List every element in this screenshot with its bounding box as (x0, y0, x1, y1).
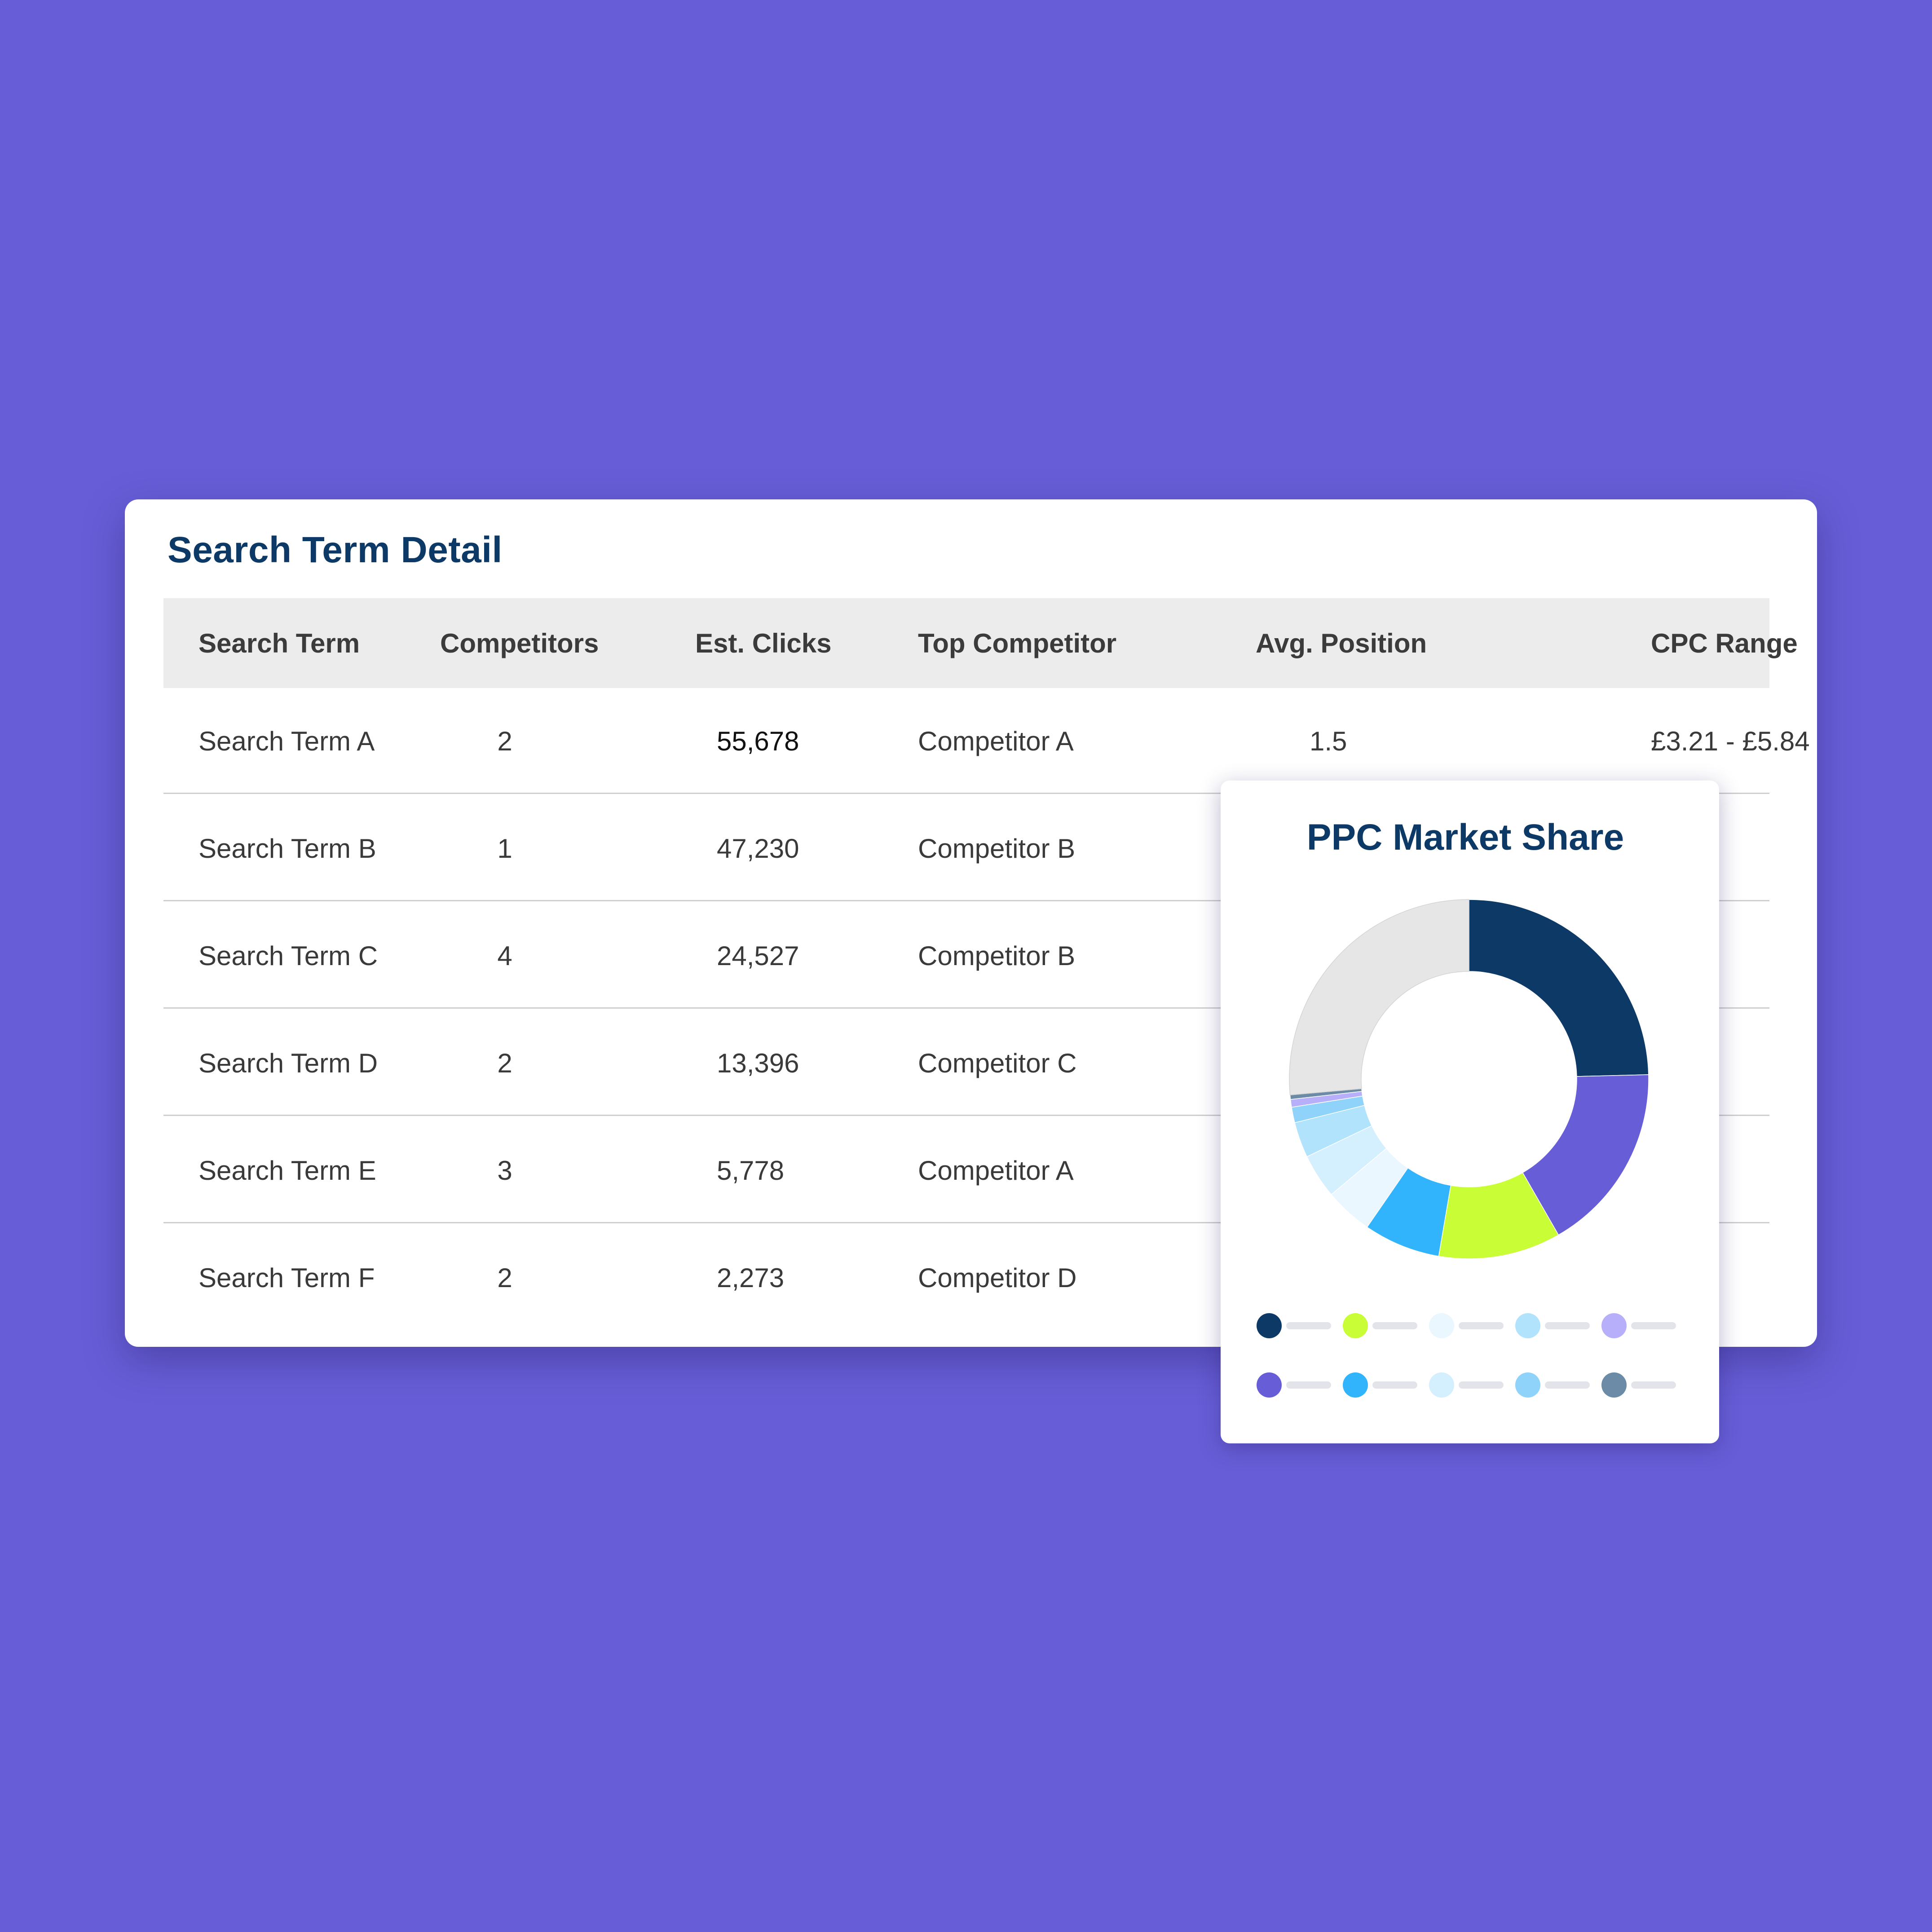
legend-label-placeholder (1459, 1322, 1504, 1329)
legend-label-placeholder (1631, 1322, 1676, 1329)
table-row[interactable]: Search Term B 1 47,230 Competitor B (163, 795, 1769, 901)
legend-color-dot (1601, 1372, 1627, 1398)
legend-label-placeholder (1286, 1322, 1331, 1329)
legend-color-dot (1257, 1372, 1282, 1398)
market-share-donut-chart (1289, 899, 1649, 1259)
legend-item[interactable] (1601, 1312, 1688, 1339)
cell-top-competitor: Competitor A (918, 726, 1074, 756)
legend-item[interactable] (1601, 1372, 1688, 1398)
cell-cpc-range: £3.21 - £5.84 (1651, 726, 1810, 756)
cell-competitors: 1 (497, 833, 512, 864)
table-row[interactable]: Search Term E 3 5,778 Competitor A (163, 1117, 1769, 1223)
cell-top-competitor: Competitor D (918, 1262, 1077, 1293)
table-row[interactable]: Search Term D 2 13,396 Competitor C (163, 1010, 1769, 1116)
legend-label-placeholder (1286, 1381, 1331, 1389)
legend-color-dot (1429, 1313, 1454, 1338)
cell-est-clicks: 24,527 (717, 940, 799, 971)
legend-item[interactable] (1429, 1372, 1515, 1398)
cell-avg-position: 1.5 (1310, 726, 1347, 756)
market-share-legend (1257, 1312, 1688, 1431)
header-search-term[interactable]: Search Term (198, 628, 360, 658)
donut-slice-2[interactable] (1522, 1074, 1649, 1235)
cell-search-term: Search Term D (198, 1048, 378, 1078)
legend-label-placeholder (1459, 1381, 1504, 1389)
cell-top-competitor: Competitor C (918, 1048, 1077, 1078)
header-avg-position[interactable]: Avg. Position (1256, 628, 1427, 658)
cell-est-clicks: 55,678 (717, 726, 799, 756)
legend-color-dot (1515, 1372, 1540, 1398)
legend-label-placeholder (1545, 1381, 1590, 1389)
legend-label-placeholder (1372, 1381, 1417, 1389)
cell-competitors: 4 (497, 940, 512, 971)
legend-color-dot (1601, 1313, 1627, 1338)
legend-row (1257, 1312, 1688, 1339)
row-divider (163, 1222, 1769, 1223)
legend-item[interactable] (1257, 1312, 1343, 1339)
cell-top-competitor: Competitor B (918, 940, 1076, 971)
legend-item[interactable] (1515, 1312, 1601, 1339)
cell-competitors: 2 (497, 726, 512, 756)
row-divider (163, 1007, 1769, 1009)
legend-item[interactable] (1515, 1372, 1601, 1398)
donut-slice-1[interactable] (1469, 899, 1649, 1077)
cell-search-term: Search Term A (198, 726, 375, 756)
legend-color-dot (1257, 1313, 1282, 1338)
legend-label-placeholder (1545, 1322, 1590, 1329)
legend-item[interactable] (1429, 1312, 1515, 1339)
legend-item[interactable] (1343, 1312, 1429, 1339)
legend-row (1257, 1372, 1688, 1398)
legend-item[interactable] (1257, 1372, 1343, 1398)
cell-est-clicks: 47,230 (717, 833, 799, 864)
table-header: Search Term Competitors Est. Clicks Top … (163, 598, 1798, 688)
header-cpc-range[interactable]: CPC Range (1651, 628, 1798, 658)
cell-est-clicks: 2,273 (717, 1262, 785, 1293)
legend-color-dot (1429, 1372, 1454, 1398)
table-row[interactable]: Search Term A 2 55,678 Competitor A 1.5 … (163, 688, 1810, 794)
cell-search-term: Search Term E (198, 1155, 376, 1186)
table-row[interactable]: Search Term C 4 24,527 Competitor B (163, 903, 1769, 1009)
cell-search-term: Search Term C (198, 940, 378, 971)
cell-competitors: 3 (497, 1155, 512, 1186)
table-title: Search Term Detail (168, 529, 503, 570)
legend-color-dot (1515, 1313, 1540, 1338)
legend-color-dot (1343, 1372, 1368, 1398)
header-est-clicks[interactable]: Est. Clicks (695, 628, 832, 658)
legend-color-dot (1343, 1313, 1368, 1338)
cell-est-clicks: 5,778 (717, 1155, 785, 1186)
cell-competitors: 2 (497, 1048, 512, 1078)
legend-label-placeholder (1631, 1381, 1676, 1389)
row-divider (163, 900, 1769, 901)
row-divider (163, 793, 1769, 794)
legend-item[interactable] (1343, 1372, 1429, 1398)
cell-competitors: 2 (497, 1262, 512, 1293)
header-competitors[interactable]: Competitors (440, 628, 599, 658)
ppc-market-share-card: PPC Market Share (1221, 781, 1719, 1443)
donut-slice-11[interactable] (1289, 899, 1469, 1095)
row-divider (163, 1115, 1769, 1116)
cell-search-term: Search Term B (198, 833, 376, 864)
cell-est-clicks: 13,396 (717, 1048, 799, 1078)
cell-search-term: Search Term F (198, 1262, 375, 1293)
cell-top-competitor: Competitor A (918, 1155, 1074, 1186)
cell-top-competitor: Competitor B (918, 833, 1076, 864)
market-share-title: PPC Market Share (1306, 817, 1624, 858)
legend-label-placeholder (1372, 1322, 1417, 1329)
table-row[interactable]: Search Term F 2 2,273 Competitor D (163, 1225, 1769, 1331)
header-top-competitor[interactable]: Top Competitor (918, 628, 1117, 658)
